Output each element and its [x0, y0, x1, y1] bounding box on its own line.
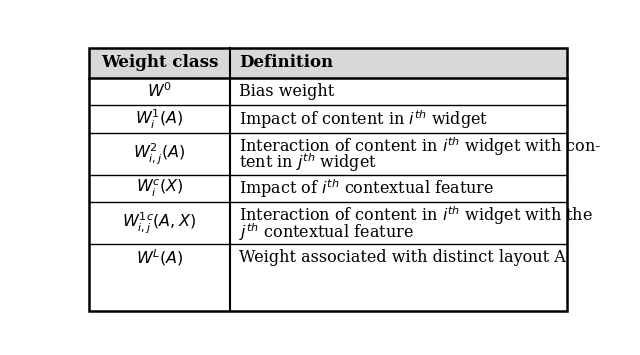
Text: $W_{i,j}^{1c}(A,X)$: $W_{i,j}^{1c}(A,X)$ — [122, 211, 196, 236]
Bar — [89, 48, 567, 78]
Text: $W^{0}$: $W^{0}$ — [147, 82, 172, 101]
Text: $W^{L}(A)$: $W^{L}(A)$ — [136, 247, 183, 268]
Text: $j^{th}$ contextual feature: $j^{th}$ contextual feature — [239, 222, 413, 243]
Text: Impact of content in $i^{th}$ widget: Impact of content in $i^{th}$ widget — [239, 108, 488, 131]
Text: Interaction of content in $i^{th}$ widget with the: Interaction of content in $i^{th}$ widge… — [239, 204, 593, 227]
Text: $W_i^{c}(X)$: $W_i^{c}(X)$ — [136, 178, 183, 199]
Text: Bias weight: Bias weight — [239, 83, 334, 100]
Text: Definition: Definition — [239, 54, 333, 71]
Text: $W_i^{1}(A)$: $W_i^{1}(A)$ — [135, 108, 184, 131]
Text: Weight associated with distinct layout A: Weight associated with distinct layout A — [239, 250, 566, 267]
Text: tent in $j^{th}$ widget: tent in $j^{th}$ widget — [239, 152, 377, 175]
Text: $W_{i,j}^{2}(A)$: $W_{i,j}^{2}(A)$ — [133, 141, 186, 166]
Text: Interaction of content in $i^{th}$ widget with con-: Interaction of content in $i^{th}$ widge… — [239, 135, 601, 158]
Text: Weight class: Weight class — [100, 54, 218, 71]
Text: Impact of $i^{th}$ contextual feature: Impact of $i^{th}$ contextual feature — [239, 177, 494, 200]
